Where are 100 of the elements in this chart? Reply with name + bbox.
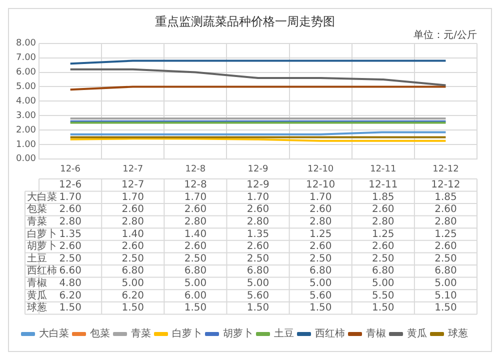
legend-label: 土豆 — [274, 328, 294, 340]
data-label: 1.70 — [122, 192, 144, 203]
data-label: 5.00 — [184, 278, 207, 290]
data-label: 1.85 — [372, 192, 394, 203]
x-tick-label: 12-10 — [308, 164, 334, 175]
text: 2.60 — [122, 204, 144, 216]
data-label: 2.60 — [372, 241, 394, 252]
y-tick-label: 3.00 — [16, 110, 36, 121]
data-label: 5.00 — [309, 278, 332, 290]
text: 黄瓜 — [27, 290, 47, 302]
data-label: 5.60 — [246, 290, 270, 302]
data-label: 1.50 — [372, 302, 394, 314]
data-label: 5.00 — [372, 278, 394, 290]
legend-label: 青菜 — [131, 328, 151, 340]
text: 土豆 — [27, 253, 47, 264]
data-label: 1.40 — [122, 228, 144, 240]
y-tick-label: 8.00 — [16, 38, 36, 49]
legend-label: 青椒 — [366, 328, 386, 340]
data-label: 2.60 — [184, 241, 207, 252]
category-label: 12-6 — [58, 180, 82, 191]
text: 大白菜 — [27, 192, 57, 203]
data-label: 6.20 — [59, 290, 82, 302]
data-label: 2.60 — [246, 241, 270, 252]
data-label: 1.50 — [184, 302, 207, 314]
data-label: 1.50 — [122, 302, 144, 314]
x-tick-label: 12-12 — [432, 164, 459, 175]
text: 包菜 — [27, 204, 47, 216]
data-label: 2.50 — [246, 253, 270, 264]
data-label: 6.20 — [122, 290, 144, 302]
data-label: 1.85 — [434, 192, 457, 203]
text: 青菜 — [27, 216, 47, 228]
text: 2.60 — [434, 204, 457, 216]
y-tick-label: 6.00 — [16, 68, 36, 78]
legend-label: 球葱 — [448, 328, 468, 340]
data-label: 5.00 — [246, 278, 270, 290]
data-label: 2.60 — [434, 241, 457, 252]
data-label: 1.35 — [59, 228, 82, 240]
data-label: 6.80 — [434, 266, 457, 277]
data-label: 2.50 — [309, 253, 332, 264]
y-tick-label: 5.00 — [16, 82, 36, 92]
data-label: 4.80 — [59, 278, 82, 290]
category-label: 12-11 — [368, 180, 398, 191]
x-tick-label: 12-9 — [248, 164, 268, 175]
data-label: 5.00 — [434, 278, 457, 290]
category-label: 12-9 — [246, 180, 270, 191]
text: 胡萝卜 — [27, 241, 57, 252]
data-label: 5.10 — [434, 290, 457, 302]
chart-subtitle: 单位：元/公斤 — [414, 28, 477, 41]
x-tick-label: 12-8 — [185, 164, 206, 175]
data-label: 2.60 — [309, 241, 332, 252]
data-label: 1.70 — [184, 192, 207, 203]
y-tick-label: 0.00 — [16, 154, 36, 164]
data-label: 2.50 — [434, 253, 457, 264]
y-tick-label: 2.00 — [16, 125, 36, 136]
data-label: 1.50 — [309, 302, 332, 314]
text: 2.60 — [372, 204, 394, 216]
data-label: 2.50 — [59, 253, 82, 264]
data-label: 6.00 — [184, 290, 207, 302]
data-label: 2.60 — [59, 241, 82, 252]
data-label: 2.80 — [59, 216, 82, 228]
data-label: 2.50 — [122, 253, 144, 264]
legend-label: 胡萝卜 — [223, 328, 253, 340]
data-label: 2.50 — [372, 253, 394, 264]
y-tick-label: 7.00 — [16, 53, 36, 64]
text: 2.60 — [309, 204, 332, 216]
text: 2.60 — [59, 204, 82, 216]
data-label: 1.25 — [434, 228, 457, 240]
data-label: 2.80 — [372, 216, 394, 228]
data-label: 2.80 — [434, 216, 457, 228]
text: 白萝卜 — [27, 228, 57, 240]
data-label: 2.80 — [184, 216, 207, 228]
data-label: 1.50 — [59, 302, 82, 314]
data-label: 6.80 — [246, 266, 270, 277]
x-tick-label: 12-11 — [370, 164, 396, 175]
data-label: 6.80 — [309, 266, 332, 277]
data-label: 2.60 — [122, 241, 144, 252]
legend-label: 白萝卜 — [172, 328, 202, 340]
chart-title: 重点监测蔬菜品种价格一周走势图 — [155, 14, 335, 28]
text: 青椒 — [27, 278, 47, 290]
y-tick-label: 1.00 — [16, 140, 36, 150]
category-label: 12-10 — [306, 180, 336, 191]
text: 西红柿 — [27, 266, 57, 277]
legend-label: 包菜 — [90, 328, 110, 340]
text: 2.60 — [184, 204, 207, 216]
category-label: 12-7 — [122, 180, 144, 191]
data-label: 1.25 — [309, 228, 332, 240]
legend-label: 黄瓜 — [407, 328, 427, 340]
category-label: 12-12 — [431, 180, 460, 191]
data-label: 2.80 — [122, 216, 144, 228]
data-label: 6.80 — [184, 266, 207, 277]
data-label: 1.40 — [184, 228, 207, 240]
data-label: 6.60 — [59, 266, 82, 277]
data-label: 1.25 — [372, 228, 394, 240]
data-label: 5.50 — [372, 290, 394, 302]
y-tick-label: 4.00 — [16, 96, 36, 106]
legend-label: 大白菜 — [39, 328, 69, 340]
data-label: 1.70 — [309, 192, 332, 203]
data-label: 2.80 — [246, 216, 270, 228]
text: 球葱 — [27, 302, 47, 314]
data-label: 5.00 — [122, 278, 144, 290]
